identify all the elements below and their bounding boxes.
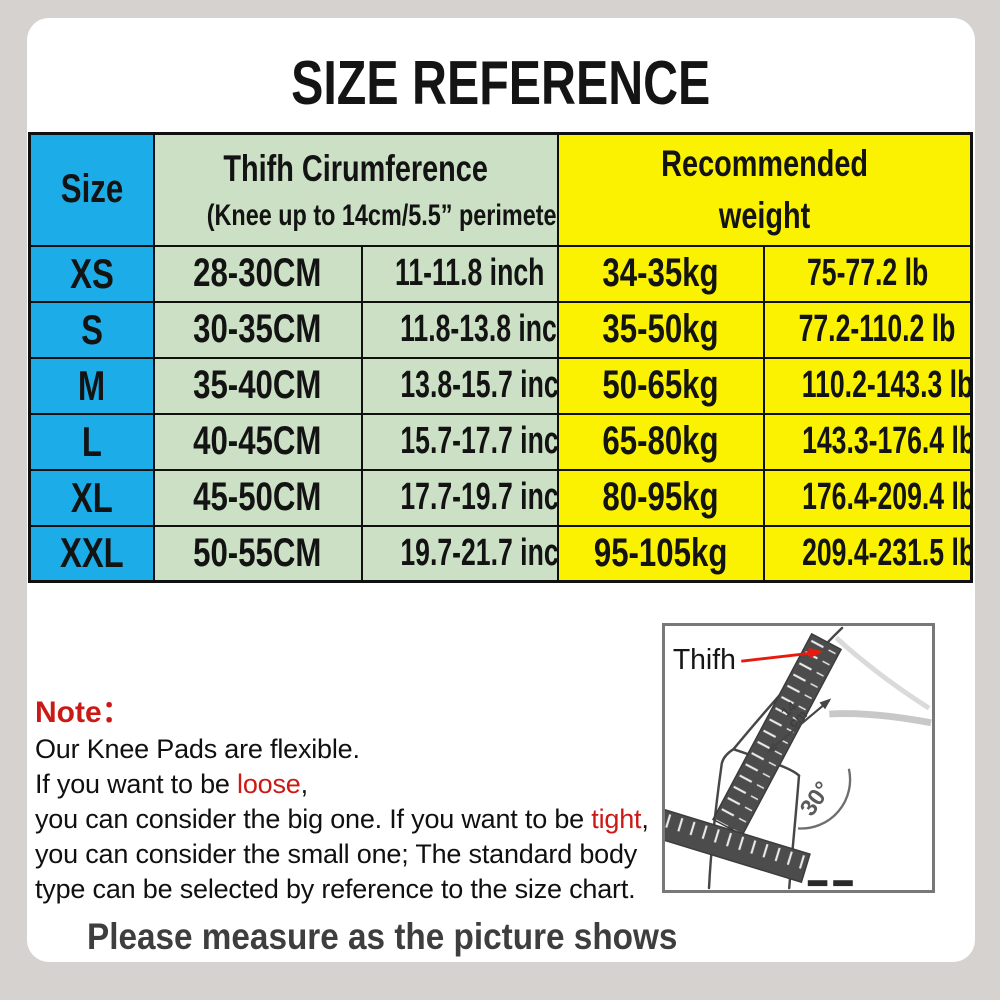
cell-kg: 50-65kg	[556, 356, 765, 415]
thigh-tape	[711, 632, 843, 837]
cell-cm: 50-55CM	[152, 524, 363, 583]
cell-cm: 30-35CM	[152, 300, 363, 359]
page-title: SIZE REFERENCE	[27, 48, 975, 120]
cell-kg: 80-95kg	[556, 468, 765, 527]
cell-size: M	[28, 356, 155, 415]
cell-lb: 209.4-231.5 lb	[762, 524, 973, 583]
cell-cm: 40-45CM	[152, 412, 363, 471]
cell-size: S	[28, 300, 155, 359]
table-row-l: L 40-45CM 15.7-17.7 inch 65-80kg 143.3-1…	[28, 412, 973, 471]
cell-kg: 95-105kg	[556, 524, 765, 583]
cell-lb: 176.4-209.4 lb	[762, 468, 973, 527]
size-table: Size Thifh Cirumference (Knee up to 14cm…	[28, 132, 974, 583]
note-line-4: you can consider the small one; The stan…	[35, 839, 638, 869]
cell-inch: 13.8-15.7 inch	[360, 356, 559, 415]
cell-size: L	[28, 412, 155, 471]
table-header-row: Size Thifh Cirumference (Knee up to 14cm…	[28, 132, 973, 247]
calf-tape	[665, 808, 811, 884]
footer-caption: Please measure as the picture shows	[87, 916, 678, 957]
table-row-m: M 35-40CM 13.8-15.7 inch 50-65kg 110.2-1…	[28, 356, 973, 415]
cell-kg: 34-35kg	[556, 244, 765, 303]
page-title-text: SIZE REFERENCE	[291, 49, 711, 118]
cell-cm: 45-50CM	[152, 468, 363, 527]
table-row-xl: XL 45-50CM 17.7-19.7 inch 80-95kg 176.4-…	[28, 468, 973, 527]
cell-cm: 28-30CM	[152, 244, 363, 303]
note-heading: Note：	[35, 696, 132, 729]
header-circumference-line1: Thifh Cirumference	[223, 147, 488, 189]
cell-inch: 17.7-19.7 inch	[360, 468, 559, 527]
note-line-2: If you want to be loose,	[35, 769, 308, 799]
note-line-3: you can consider the big one. If you wan…	[35, 804, 649, 834]
thigh-pointer-arrow	[741, 647, 824, 663]
header-circumference: Thifh Cirumference (Knee up to 14cm/5.5”…	[152, 132, 559, 247]
leg-shading	[834, 635, 931, 711]
thigh-label: Thifh	[673, 644, 736, 676]
header-circumference-line2: (Knee up to 14cm/5.5” perimeter)	[206, 198, 558, 232]
cell-inch: 11.8-13.8 inch	[360, 300, 559, 359]
cell-inch: 11-11.8 inch	[360, 244, 559, 303]
cropped-text-fragment	[807, 880, 853, 887]
cell-kg: 35-50kg	[556, 300, 765, 359]
knee-measure-illustration: 14 cm 30° Thifh	[665, 626, 932, 890]
length-arrow	[766, 698, 832, 754]
header-size: Size	[28, 132, 155, 247]
table-row-s: S 30-35CM 11.8-13.8 inch 35-50kg 77.2-11…	[28, 300, 973, 359]
content-panel: SIZE REFERENCE Size Thifh Cirumference (…	[27, 18, 975, 962]
table-row-xxl: XXL 50-55CM 19.7-21.7 inch 95-105kg 209.…	[28, 524, 973, 583]
note-line-1: Our Knee Pads are flexible.	[35, 734, 360, 764]
header-weight-line1: Recommended	[660, 142, 868, 184]
note-section: Note： Our Knee Pads are flexible. If you…	[35, 694, 665, 907]
table-row-xs: XS 28-30CM 11-11.8 inch 34-35kg 75-77.2 …	[28, 244, 973, 303]
angle-arc	[797, 768, 852, 830]
cell-lb: 75-77.2 lb	[762, 244, 973, 303]
cell-inch: 19.7-21.7 inch	[360, 524, 559, 583]
thigh-back-shading	[829, 710, 932, 727]
cell-lb: 143.3-176.4 lb	[762, 412, 973, 471]
cell-cm: 35-40CM	[152, 356, 363, 415]
cell-lb: 110.2-143.3 lb	[762, 356, 973, 415]
cell-size: XXL	[28, 524, 155, 583]
angle-annotation: 30°	[794, 777, 836, 821]
cell-inch: 15.7-17.7 inch	[360, 412, 559, 471]
note-red-word-tight: tight	[591, 804, 642, 834]
cell-size: XL	[28, 468, 155, 527]
header-weight: Recommended weight	[556, 132, 973, 247]
note-line-5: type can be selected by reference to the…	[35, 874, 636, 904]
angle-value-text: 30°	[794, 777, 836, 821]
note-red-word-loose: loose	[237, 769, 301, 799]
measurement-diagram: 14 cm 30° Thifh	[662, 623, 935, 893]
cell-lb: 77.2-110.2 lb	[762, 300, 973, 359]
cell-size: XS	[28, 244, 155, 303]
header-weight-line2: weight	[718, 194, 810, 236]
cell-kg: 65-80kg	[556, 412, 765, 471]
